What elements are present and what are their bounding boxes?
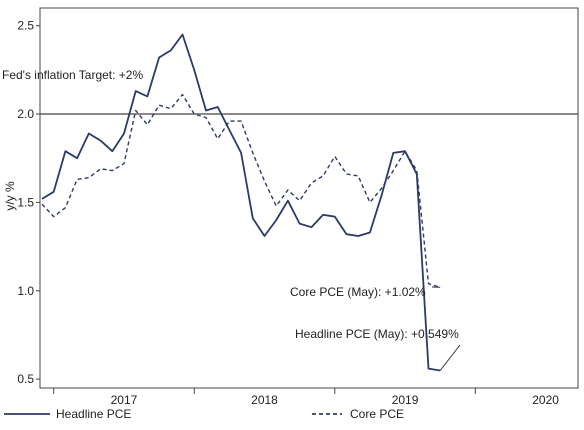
legend: Headline PCE Core PCE	[4, 407, 404, 421]
headline-pce-annotation: Headline PCE (May): +0.549%	[295, 327, 459, 341]
core-pce-annotation: Core PCE (May): +1.02%	[290, 285, 426, 299]
plot-frame	[39, 7, 579, 389]
x-tick-label: 2020	[532, 393, 559, 407]
y-tick-label: 1.0	[17, 284, 34, 298]
legend-core-label: Core PCE	[350, 407, 404, 421]
axis-layer: 0.5 1.0 1.5 2.0 2.5 y/y % 2017 2018 2019 2020	[3, 7, 579, 407]
x-tick-label: 2018	[251, 393, 278, 407]
series-layer	[41, 33, 441, 372]
y-tick-label: 1.5	[17, 195, 34, 209]
y-tick-label: 2.0	[17, 107, 34, 121]
reference-layer: Fed's inflation Target: +2%	[2, 68, 578, 116]
legend-headline-label: Headline PCE	[56, 407, 131, 421]
annotation-layer: Core PCE (May): +1.02% Headline PCE (May)…	[290, 285, 461, 371]
y-axis-label: y/y %	[3, 181, 17, 211]
x-tick-label: 2017	[111, 393, 138, 407]
headline-pce-line	[41, 33, 441, 372]
fed-target-label: Fed's inflation Target: +2%	[2, 68, 143, 82]
y-tick-label: 0.5	[17, 372, 34, 386]
x-tick-label: 2019	[392, 393, 419, 407]
core-pce-line	[41, 93, 441, 288]
annotation-leader	[439, 344, 461, 371]
y-tick-label: 2.5	[17, 19, 34, 33]
